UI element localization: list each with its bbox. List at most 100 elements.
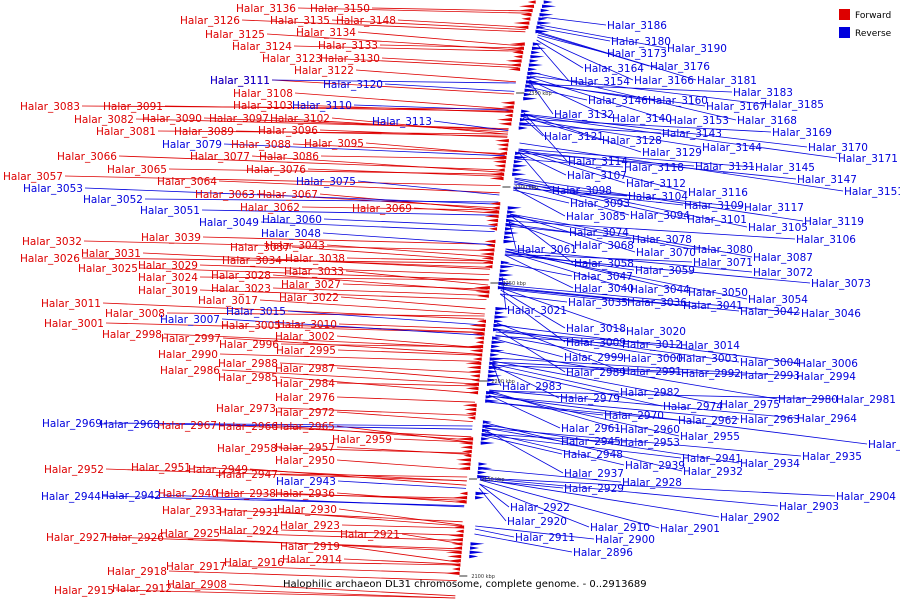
gene-label-halar-3034[interactable]: Halar_3034 <box>222 255 282 267</box>
gene-label-halar-3186[interactable]: Halar_3186 <box>607 20 667 32</box>
gene-label-halar-3153[interactable]: Halar_3153 <box>669 115 729 127</box>
gene-label-halar-3035[interactable]: Halar_3035 <box>568 297 628 309</box>
gene-label-halar-2918[interactable]: Halar_2918 <box>107 566 167 578</box>
gene-label-halar-2962[interactable]: Halar_2962 <box>678 415 738 427</box>
gene-label-halar-2995[interactable]: Halar_2995 <box>276 345 336 357</box>
gene-label-halar-3123[interactable]: Halar_3123 <box>262 53 322 65</box>
gene-label-halar-2961[interactable]: Halar_2961 <box>561 423 621 435</box>
gene-label-halar-3083[interactable]: Halar_3083 <box>20 101 80 113</box>
gene-label-halar-3066[interactable]: Halar_3066 <box>57 151 117 163</box>
gene-label-halar-3108[interactable]: Halar_3108 <box>233 88 293 100</box>
gene-label-halar-2959[interactable]: Halar_2959 <box>332 434 392 446</box>
gene-label-halar-2943[interactable]: Halar_2943 <box>276 476 336 488</box>
gene-label-halar-3096[interactable]: Halar_3096 <box>258 125 318 137</box>
gene-label-halar-2910[interactable]: Halar_2910 <box>590 522 650 534</box>
gene-label-halar-3132[interactable]: Halar_3132 <box>554 109 614 121</box>
gene-label-halar-3049[interactable]: Halar_3049 <box>199 217 259 229</box>
gene-label-halar-3014[interactable]: Halar_3014 <box>680 340 740 352</box>
gene-label-halar-2923[interactable]: Halar_2923 <box>280 520 340 532</box>
gene-label-halar-3019[interactable]: Halar_3019 <box>138 285 198 297</box>
gene-label-halar-2998[interactable]: Halar_2998 <box>102 329 162 341</box>
gene-label-halar-3190[interactable]: Halar_3190 <box>667 43 727 55</box>
gene-label-halar-3181[interactable]: Halar_3181 <box>697 75 757 87</box>
gene-label-halar-3079[interactable]: Halar_3079 <box>162 139 222 151</box>
gene-label-halar-2929[interactable]: Halar_2929 <box>564 483 624 495</box>
gene-label-halar-2960[interactable]: Halar_2960 <box>620 424 680 436</box>
gene-label-halar-3064[interactable]: Halar_3064 <box>157 176 217 188</box>
gene-label-halar-3111[interactable]: Halar_3111 <box>210 75 270 87</box>
gene-label-halar-3147[interactable]: Halar_3147 <box>797 174 857 186</box>
gene-label-halar-2975[interactable]: Halar_2975 <box>720 399 780 411</box>
gene-label-halar-3087[interactable]: Halar_3087 <box>753 252 813 264</box>
gene-label-halar-3038[interactable]: Halar_3038 <box>285 253 345 265</box>
gene-label-halar-3072[interactable]: Halar_3072 <box>753 267 813 279</box>
gene-label-halar-2990[interactable]: Halar_2990 <box>158 349 218 361</box>
gene-label-halar-3130[interactable]: Halar_3130 <box>320 53 380 65</box>
gene-label-halar-3059[interactable]: Halar_3059 <box>635 265 695 277</box>
gene-label-halar-3146[interactable]: Halar_3146 <box>588 95 648 107</box>
gene-label-halar-2944[interactable]: Halar_2944 <box>41 491 101 503</box>
gene-label-halar-3029[interactable]: Halar_3029 <box>138 260 198 272</box>
gene-label-halar-3027[interactable]: Halar_3027 <box>281 279 341 291</box>
gene-label-halar-2983[interactable]: Halar_2983 <box>502 381 562 393</box>
gene-label-halar-3133[interactable]: Halar_3133 <box>318 40 378 52</box>
gene-label-halar-3050[interactable]: Halar_3050 <box>688 287 748 299</box>
gene-label-halar-3154[interactable]: Halar_3154 <box>570 76 630 88</box>
gene-label-halar-3101[interactable]: Halar_3101 <box>687 214 747 226</box>
gene-label-halar-2955[interactable]: Halar_2955 <box>680 431 740 443</box>
gene-label-halar-2972[interactable]: Halar_2972 <box>275 407 335 419</box>
gene-label-halar-3061[interactable]: Halar_3061 <box>517 244 577 256</box>
gene-label-halar-3000[interactable]: Halar_3000 <box>623 353 683 365</box>
gene-label-halar-3058[interactable]: Halar_3058 <box>574 258 634 270</box>
gene-label-halar-2956[interactable]: Halar_2956 <box>868 439 900 451</box>
gene-label-halar-3106[interactable]: Halar_3106 <box>796 234 856 246</box>
gene-label-halar-2922[interactable]: Halar_2922 <box>510 502 570 514</box>
gene-label-halar-2926[interactable]: Halar_2926 <box>104 532 164 544</box>
gene-label-halar-2987[interactable]: Halar_2987 <box>275 363 335 375</box>
gene-label-halar-2896[interactable]: Halar_2896 <box>573 547 633 559</box>
gene-label-halar-3048[interactable]: Halar_3048 <box>261 228 321 240</box>
gene-label-halar-3008[interactable]: Halar_3008 <box>105 308 165 320</box>
gene-label-halar-2992[interactable]: Halar_2992 <box>681 368 741 380</box>
gene-label-halar-2915[interactable]: Halar_2915 <box>54 585 114 597</box>
gene-label-halar-2973[interactable]: Halar_2973 <box>216 403 276 415</box>
gene-label-halar-3121[interactable]: Halar_3121 <box>544 131 604 143</box>
gene-label-halar-2916[interactable]: Halar_2916 <box>224 557 284 569</box>
gene-label-halar-3028[interactable]: Halar_3028 <box>211 270 271 282</box>
gene-label-halar-3168[interactable]: Halar_3168 <box>737 115 797 127</box>
gene-label-halar-3166[interactable]: Halar_3166 <box>634 75 694 87</box>
gene-label-halar-3075[interactable]: Halar_3075 <box>296 176 356 188</box>
gene-label-halar-2938[interactable]: Halar_2938 <box>216 488 276 500</box>
gene-label-halar-2953[interactable]: Halar_2953 <box>620 437 680 449</box>
gene-label-halar-2994[interactable]: Halar_2994 <box>796 371 856 383</box>
gene-label-halar-3069[interactable]: Halar_3069 <box>352 203 412 215</box>
gene-label-halar-2949[interactable]: Halar_2949 <box>188 464 248 476</box>
gene-label-halar-3032[interactable]: Halar_3032 <box>22 236 82 248</box>
gene-label-halar-2930[interactable]: Halar_2930 <box>277 504 337 516</box>
gene-label-halar-2997[interactable]: Halar_2997 <box>161 333 221 345</box>
gene-label-halar-3136[interactable]: Halar_3136 <box>236 3 296 15</box>
gene-label-halar-3044[interactable]: Halar_3044 <box>630 284 690 296</box>
gene-label-halar-2974[interactable]: Halar_2974 <box>663 401 723 413</box>
gene-label-halar-2927[interactable]: Halar_2927 <box>46 532 106 544</box>
gene-label-halar-3073[interactable]: Halar_3073 <box>811 278 871 290</box>
gene-label-halar-3151[interactable]: Halar_3151 <box>844 186 900 198</box>
gene-label-halar-2991[interactable]: Halar_2991 <box>622 366 682 378</box>
gene-label-halar-2963[interactable]: Halar_2963 <box>740 414 800 426</box>
gene-label-halar-3170[interactable]: Halar_3170 <box>808 142 868 154</box>
gene-label-halar-3119[interactable]: Halar_3119 <box>804 216 864 228</box>
gene-label-halar-2924[interactable]: Halar_2924 <box>219 525 279 537</box>
gene-label-halar-3094[interactable]: Halar_3094 <box>630 210 690 222</box>
gene-label-halar-2999[interactable]: Halar_2999 <box>564 352 624 364</box>
gene-label-halar-3126[interactable]: Halar_3126 <box>180 15 240 27</box>
gene-label-halar-3113[interactable]: Halar_3113 <box>372 116 432 128</box>
gene-label-halar-2904[interactable]: Halar_2904 <box>836 491 896 503</box>
gene-label-halar-3176[interactable]: Halar_3176 <box>650 61 710 73</box>
gene-label-halar-3134[interactable]: Halar_3134 <box>296 27 356 39</box>
gene-label-halar-2921[interactable]: Halar_2921 <box>340 529 400 541</box>
gene-label-halar-3114[interactable]: Halar_3114 <box>568 156 628 168</box>
gene-label-halar-3004[interactable]: Halar_3004 <box>740 357 800 369</box>
gene-label-halar-2900[interactable]: Halar_2900 <box>595 534 655 546</box>
gene-label-halar-2966[interactable]: Halar_2966 <box>218 421 278 433</box>
gene-label-halar-3164[interactable]: Halar_3164 <box>584 63 644 75</box>
